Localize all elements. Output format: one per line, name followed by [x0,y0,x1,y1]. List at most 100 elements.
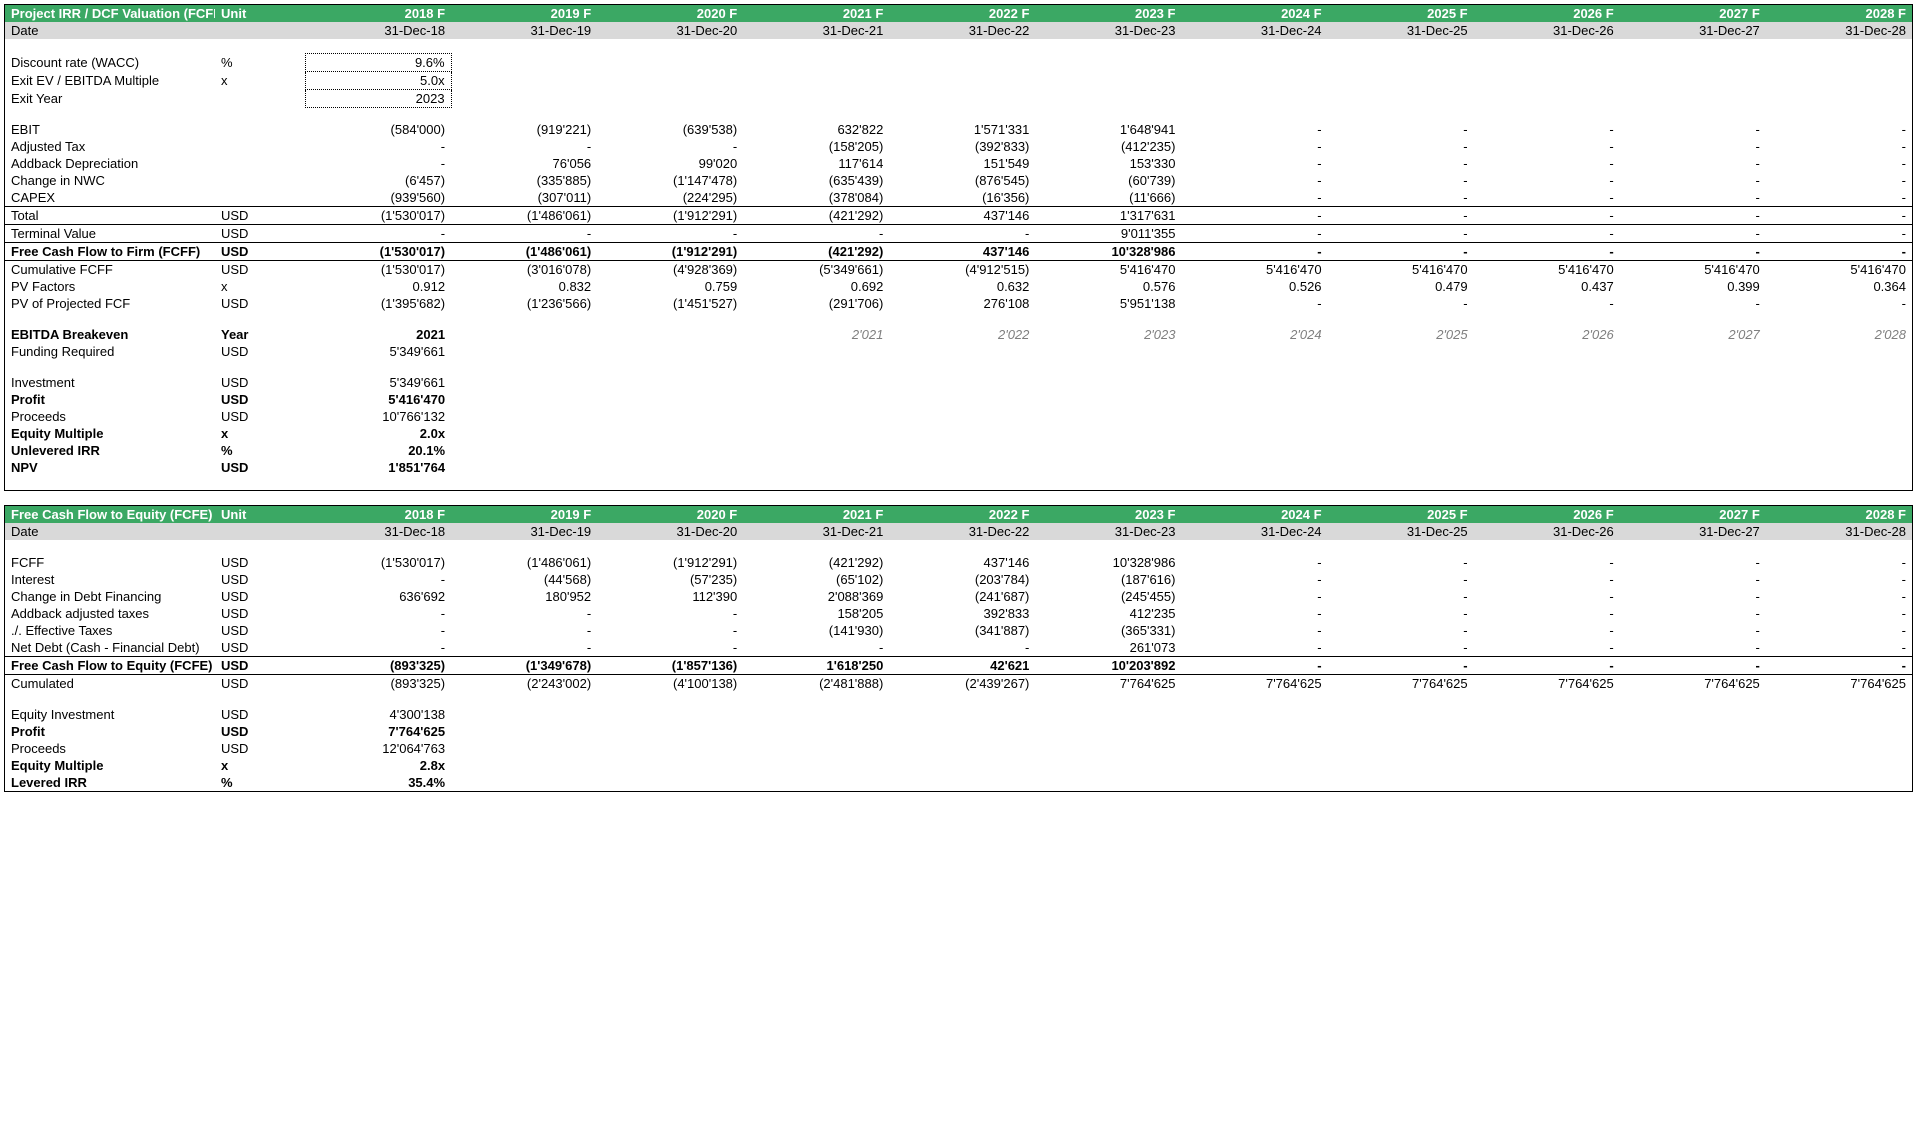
funding-row: Funding Required USD 5'349'661 [5,343,1912,360]
funding-value: 5'349'661 [305,343,451,360]
cell: 1'571'331 [889,121,1035,138]
row-label: PV Factors [5,278,215,295]
cell: - [451,225,597,243]
cell: - [1620,243,1766,261]
cell: - [1181,121,1327,138]
cell: (2'243'002) [451,675,597,693]
year-2023: 2023 F [1035,5,1181,22]
cell: - [1620,172,1766,189]
breakeven-tail: 2'021 [743,326,889,343]
cell: - [1474,639,1620,657]
cell: (1'486'061) [451,207,597,225]
effective-tax-row: ./. Effective TaxesUSD ---(141'930)(341'… [5,622,1912,639]
fcfe-table: Free Cash Flow to Equity (FCFE) Unit 201… [5,506,1912,791]
row-unit: USD [215,207,305,225]
unlevered-irr-row: Unlevered IRR%20.1% [5,442,1912,459]
cell: 5'416'470 [305,391,451,408]
exit-year-input[interactable]: 2023 [305,89,451,107]
cell: 7'764'625 [305,723,451,740]
cell: 7'764'625 [1620,675,1766,693]
cell: 0.526 [1181,278,1327,295]
cell: 151'549 [889,155,1035,172]
cell: (335'885) [451,172,597,189]
cell: - [1181,605,1327,622]
cell: (60'739) [1035,172,1181,189]
fcfe-equity-multiple-row: Equity Multiplex2.8x [5,757,1912,774]
row-label: ./. Effective Taxes [5,622,215,639]
row-label: FCFF [5,554,215,571]
wacc-input[interactable]: 9.6% [305,53,451,71]
ebit-row: EBIT (584'000)(919'221)(639'538)632'8221… [5,121,1912,138]
cell: (584'000) [305,121,451,138]
cell: 5'416'470 [1474,261,1620,279]
date-cell: 31-Dec-22 [889,22,1035,39]
cell: 10'766'132 [305,408,451,425]
cell: - [1328,554,1474,571]
row-label: Addback Depreciation [5,155,215,172]
row-unit: x [215,425,305,442]
cell: - [305,138,451,155]
cell: (1'236'566) [451,295,597,312]
breakeven-tail: 2'024 [1181,326,1327,343]
cell: (65'102) [743,571,889,588]
cell: 35.4% [305,774,451,791]
cell: (378'084) [743,189,889,207]
cell: - [1181,588,1327,605]
cell: (1'486'061) [451,554,597,571]
row-label: Profit [5,723,215,740]
cell: (44'568) [451,571,597,588]
cell: (245'455) [1035,588,1181,605]
cell: - [305,225,451,243]
cell: 42'621 [889,657,1035,675]
cell: - [1766,657,1912,675]
year-2019: 2019 F [451,506,597,523]
capex-row: CAPEX (939'560)(307'011)(224'295)(378'08… [5,189,1912,207]
cell: (1'451'527) [597,295,743,312]
cell: - [305,571,451,588]
cell: - [1766,639,1912,657]
dep-row: Addback Depreciation -76'05699'020117'61… [5,155,1912,172]
cell: (1'530'017) [305,207,451,225]
cell: 5'416'470 [1035,261,1181,279]
breakeven-tail: 2'027 [1620,326,1766,343]
cell: 7'764'625 [1035,675,1181,693]
cell: - [1328,588,1474,605]
date-cell: 31-Dec-27 [1620,523,1766,540]
row-unit: USD [215,675,305,693]
cell: (307'011) [451,189,597,207]
cell: (365'331) [1035,622,1181,639]
cell: (1'912'291) [597,207,743,225]
date-cell: 31-Dec-18 [305,523,451,540]
year-2022: 2022 F [889,5,1035,22]
exit-mult-input[interactable]: 5.0x [305,71,451,89]
cell: - [1474,207,1620,225]
year-2018: 2018 F [305,506,451,523]
interest-row: InterestUSD -(44'568)(57'235)(65'102)(20… [5,571,1912,588]
equity-multiple-row: Equity Multiplex2.0x [5,425,1912,442]
cell: (5'349'661) [743,261,889,279]
cell: 117'614 [743,155,889,172]
cell: (1'395'682) [305,295,451,312]
breakeven-tail: 2'025 [1328,326,1474,343]
year-2020: 2020 F [597,5,743,22]
date-cell: 31-Dec-20 [597,523,743,540]
row-unit: x [215,757,305,774]
fcfe-profit-row: ProfitUSD7'764'625 [5,723,1912,740]
cell: 5'951'138 [1035,295,1181,312]
cell: - [1766,189,1912,207]
cell: 99'020 [597,155,743,172]
cell: - [597,622,743,639]
cell: - [305,605,451,622]
cell: - [1474,172,1620,189]
cell: 7'764'625 [1328,675,1474,693]
cell: - [1474,657,1620,675]
cell: (635'439) [743,172,889,189]
exit-mult-label: Exit EV / EBITDA Multiple [5,71,215,89]
cell: (4'928'369) [597,261,743,279]
cell: - [1328,571,1474,588]
cell: 261'073 [1035,639,1181,657]
breakeven-tail: 2'028 [1766,326,1912,343]
cell: - [1620,605,1766,622]
cell: - [1766,172,1912,189]
fcff-section: Project IRR / DCF Valuation (FCFF) Unit … [4,4,1913,491]
